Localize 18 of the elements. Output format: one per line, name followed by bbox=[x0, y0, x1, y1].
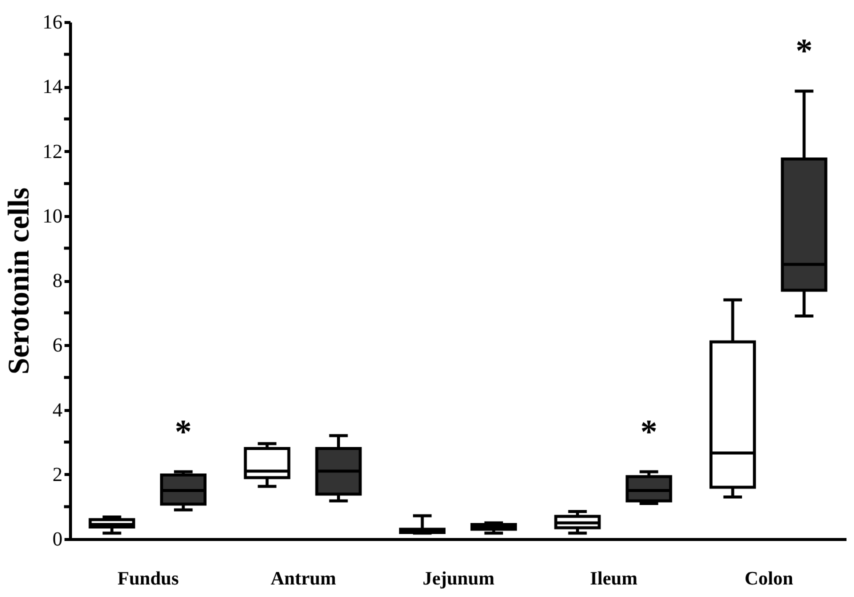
y-tick-label: 16 bbox=[42, 12, 62, 34]
x-tick-label: Antrum bbox=[270, 568, 336, 590]
x-tick-label: Colon bbox=[744, 568, 794, 590]
x-tick-label: Fundus bbox=[117, 568, 179, 590]
y-tick-label: 10 bbox=[42, 205, 62, 228]
y-tick-label: 8 bbox=[52, 270, 62, 292]
annotation: * bbox=[640, 414, 658, 451]
y-tick-label: 4 bbox=[52, 399, 62, 422]
y-tick-label: 12 bbox=[42, 140, 62, 163]
annotation: * bbox=[796, 33, 813, 70]
annotation: * bbox=[174, 414, 192, 451]
y-tick-label: 6 bbox=[52, 334, 62, 357]
x-tick-label: Jejunum bbox=[422, 568, 495, 590]
x-tick-label: Ileum bbox=[590, 568, 638, 590]
y-tick-label: 2 bbox=[52, 464, 62, 486]
y-tick-label: 14 bbox=[42, 76, 62, 98]
y-axis-title: Serotonin cells bbox=[2, 188, 36, 374]
y-tick-label: 0 bbox=[52, 528, 62, 550]
